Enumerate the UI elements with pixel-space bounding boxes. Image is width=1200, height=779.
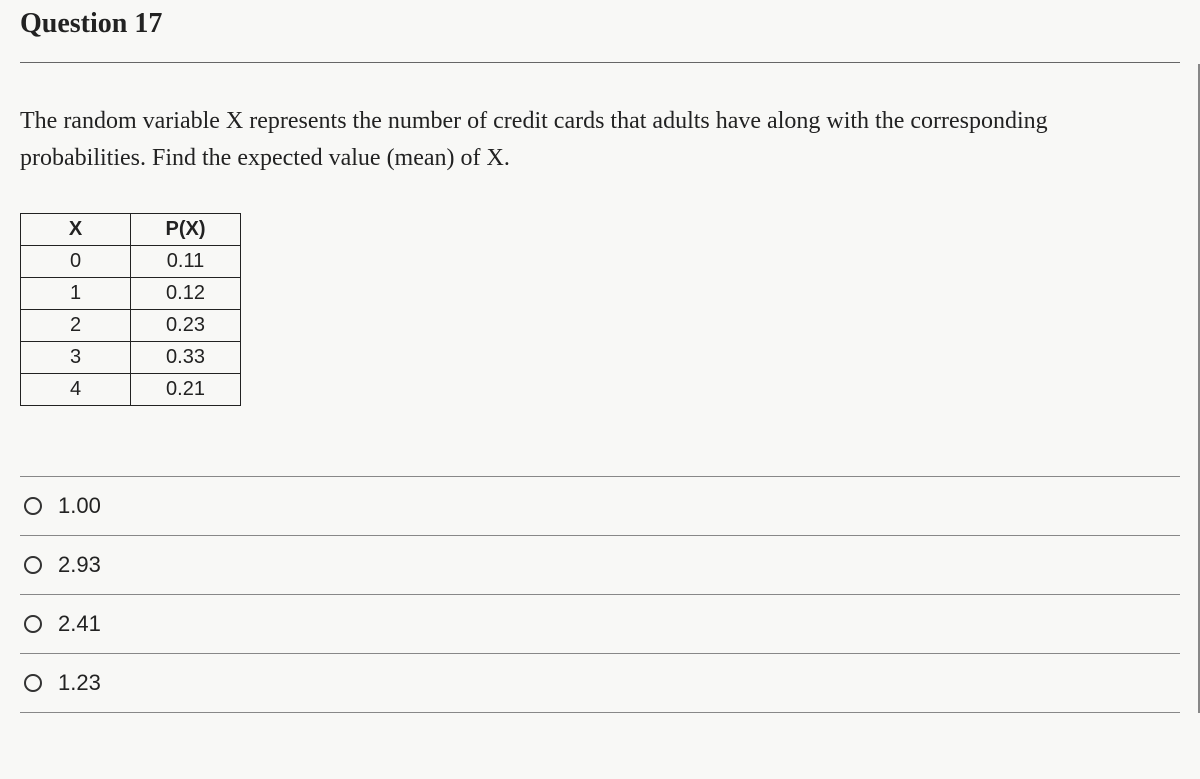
table-cell: 0.11 (131, 246, 241, 278)
option-c[interactable]: 2.41 (20, 595, 1180, 654)
table-header-x: X (21, 214, 131, 246)
table-cell: 0.12 (131, 278, 241, 310)
table-header-px: P(X) (131, 214, 241, 246)
table-cell: 4 (21, 374, 131, 406)
table-row: 2 0.23 (21, 310, 241, 342)
radio-icon (24, 674, 42, 692)
table-row: 3 0.33 (21, 342, 241, 374)
radio-icon (24, 556, 42, 574)
answer-options: 1.00 2.93 2.41 1.23 (20, 476, 1180, 713)
option-label: 2.41 (58, 611, 101, 637)
table-row: 0 0.11 (21, 246, 241, 278)
option-d[interactable]: 1.23 (20, 654, 1180, 713)
table-cell: 3 (21, 342, 131, 374)
option-label: 1.23 (58, 670, 101, 696)
table-row: 1 0.12 (21, 278, 241, 310)
probability-table: X P(X) 0 0.11 1 0.12 2 0.23 3 0.33 4 (20, 213, 241, 406)
option-label: 2.93 (58, 552, 101, 578)
question-prompt: The random variable X represents the num… (20, 103, 1160, 177)
table-row: 4 0.21 (21, 374, 241, 406)
table-cell: 2 (21, 310, 131, 342)
option-a[interactable]: 1.00 (20, 476, 1180, 536)
table-cell: 0.33 (131, 342, 241, 374)
table-cell: 0.21 (131, 374, 241, 406)
table-cell: 1 (21, 278, 131, 310)
option-b[interactable]: 2.93 (20, 536, 1180, 595)
radio-icon (24, 615, 42, 633)
table-cell: 0 (21, 246, 131, 278)
table-cell: 0.23 (131, 310, 241, 342)
option-label: 1.00 (58, 493, 101, 519)
question-title: Question 17 (20, 8, 1180, 63)
radio-icon (24, 497, 42, 515)
